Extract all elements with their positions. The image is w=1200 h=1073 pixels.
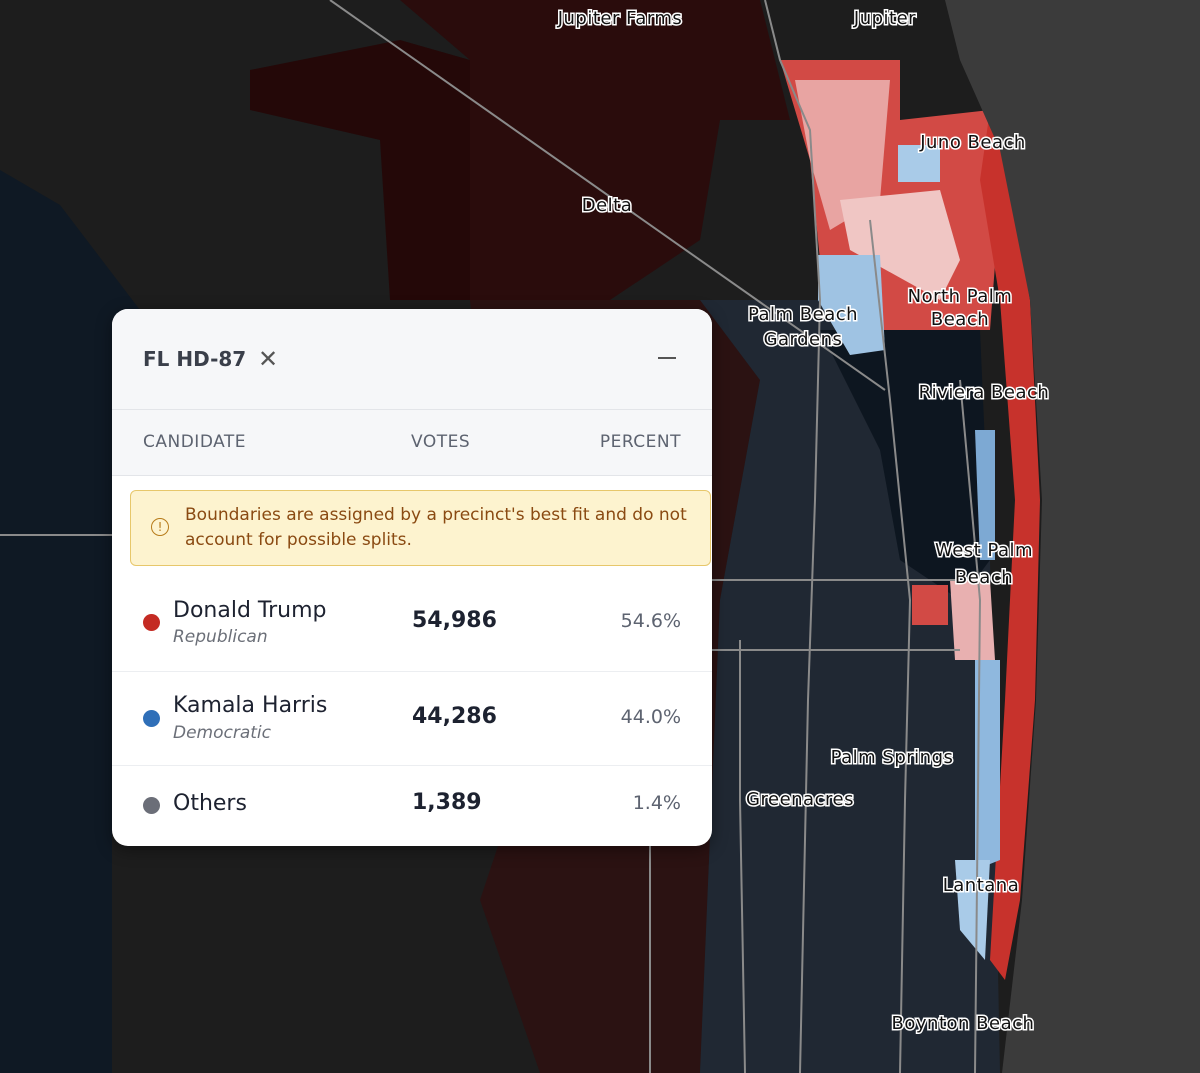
column-label: VOTES (411, 432, 471, 452)
place-label: Beach (955, 567, 1013, 588)
results-popup: FL HD-87 ✕ CANDIDATE VOTES PERCENT ! Bou… (112, 309, 712, 846)
votes: 44,286 (412, 704, 497, 729)
close-button[interactable]: ✕ (258, 345, 279, 373)
info-icon: ! (151, 518, 169, 536)
place-label: Jupiter Farms (557, 8, 683, 29)
column-label: CANDIDATE (143, 432, 247, 452)
party-dot (143, 710, 160, 727)
candidate-name: Others (173, 791, 247, 816)
place-label: Delta (582, 195, 633, 216)
party-dot (143, 797, 160, 814)
votes: 54,986 (412, 608, 497, 633)
candidate-party: Democratic (173, 723, 271, 743)
popup-header: FL HD-87 ✕ (112, 309, 712, 410)
minimize-button[interactable] (658, 357, 676, 359)
party-dot (143, 614, 160, 631)
place-label: Palm Springs (831, 747, 954, 768)
percent: 44.0% (620, 706, 681, 728)
place-label: Lantana (943, 875, 1020, 896)
result-row: Donald Trump Republican 54,986 54.6% (112, 576, 712, 671)
candidate-party: Republican (173, 627, 268, 647)
result-row: Kamala Harris Democratic 44,286 44.0% (112, 671, 712, 766)
place-label: West Palm (935, 540, 1033, 561)
percent: 54.6% (620, 610, 681, 632)
place-label: Beach (931, 309, 989, 330)
place-label: Riviera Beach (919, 382, 1050, 403)
percent: 1.4% (632, 792, 681, 814)
result-row: Others 1,389 1.4% (112, 765, 712, 846)
candidate-name: Donald Trump (173, 598, 327, 623)
popup-title: FL HD-87 (143, 347, 247, 371)
votes: 1,389 (412, 790, 482, 815)
place-label: Palm Beach (748, 304, 858, 325)
place-label: North Palm (908, 286, 1013, 307)
place-label: Greenacres (746, 789, 854, 810)
notice-text: Boundaries are assigned by a precinct's … (185, 505, 687, 550)
place-label: Gardens (764, 329, 843, 350)
notice: ! Boundaries are assigned by a precinct'… (130, 490, 711, 566)
place-label: Boynton Beach (892, 1013, 1035, 1034)
column-label: PERCENT (599, 432, 681, 452)
candidate-name: Kamala Harris (173, 693, 328, 718)
place-label: Jupiter (853, 8, 916, 29)
place-label: Juno Beach (919, 132, 1026, 153)
column-header: CANDIDATE VOTES PERCENT (112, 410, 712, 476)
